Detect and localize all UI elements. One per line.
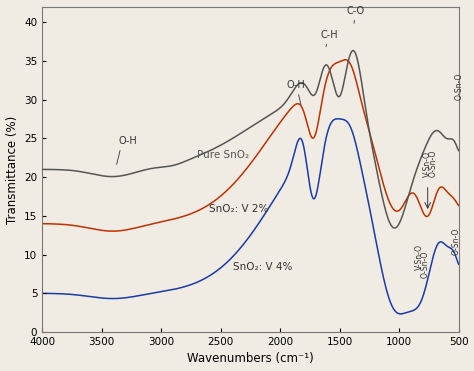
Text: C-O: C-O bbox=[346, 7, 364, 16]
Text: O-H: O-H bbox=[118, 136, 137, 146]
Text: V-Sn-O: V-Sn-O bbox=[415, 244, 424, 270]
Text: V-Sn-O: V-Sn-O bbox=[423, 151, 432, 177]
Y-axis label: Transmittance (%): Transmittance (%) bbox=[6, 115, 18, 223]
Text: O-Sn-O: O-Sn-O bbox=[420, 250, 429, 278]
X-axis label: Wavenumbers (cm⁻¹): Wavenumbers (cm⁻¹) bbox=[187, 352, 314, 365]
Text: O-Sn-O: O-Sn-O bbox=[428, 150, 438, 177]
Text: O-H: O-H bbox=[286, 80, 305, 90]
Text: O-Sn-O: O-Sn-O bbox=[455, 72, 464, 100]
Text: O-Sn-O: O-Sn-O bbox=[452, 227, 461, 255]
Text: Pure SnO₂: Pure SnO₂ bbox=[197, 150, 249, 160]
Text: SnO₂: V 4%: SnO₂: V 4% bbox=[233, 262, 292, 272]
Text: C-H: C-H bbox=[320, 30, 338, 40]
Text: SnO₂: V 2%: SnO₂: V 2% bbox=[209, 204, 268, 214]
